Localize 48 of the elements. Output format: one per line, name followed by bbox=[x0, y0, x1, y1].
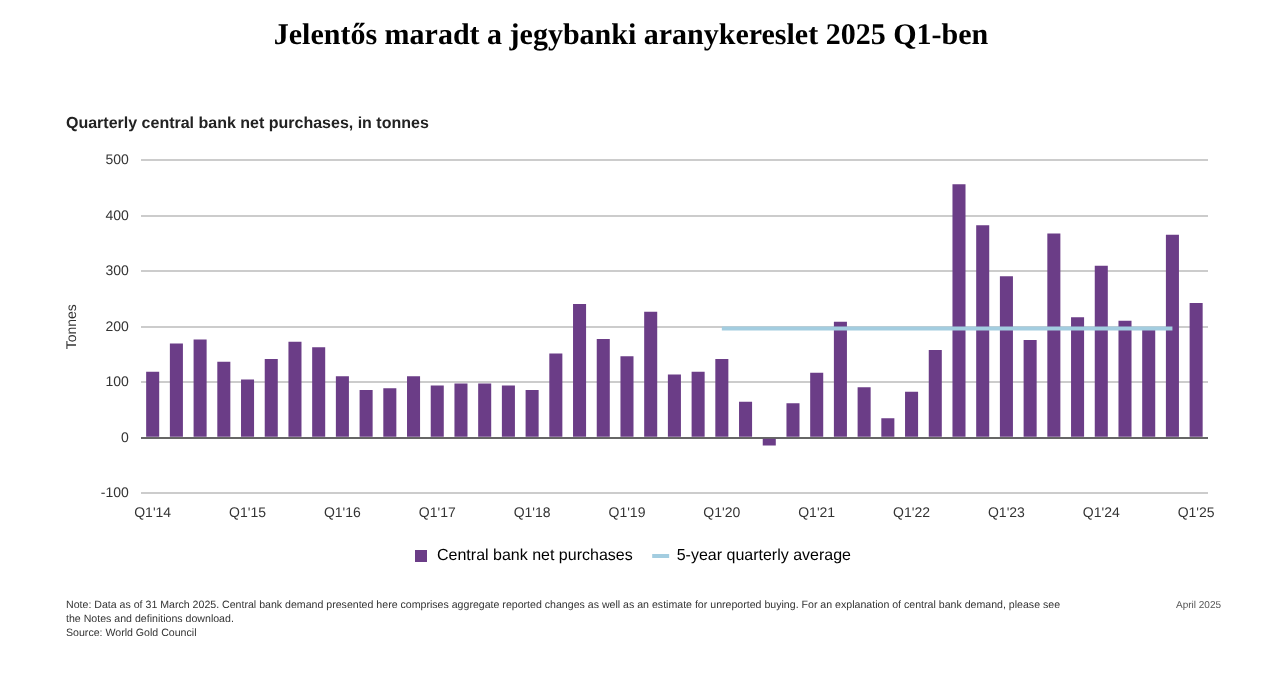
bar bbox=[312, 347, 326, 437]
bar bbox=[193, 339, 207, 437]
bar bbox=[667, 374, 681, 437]
bar bbox=[928, 350, 942, 437]
bar bbox=[407, 376, 421, 437]
bar bbox=[1023, 340, 1037, 437]
bar bbox=[644, 311, 658, 437]
bar bbox=[264, 358, 278, 437]
bar bbox=[739, 401, 753, 437]
bar bbox=[383, 388, 397, 437]
bar bbox=[146, 371, 160, 437]
bar bbox=[1118, 320, 1132, 437]
bar bbox=[1165, 234, 1179, 437]
bar bbox=[691, 371, 705, 437]
bar bbox=[976, 225, 990, 437]
chart-title: Jelentős maradt a jegybanki aranykereslet 2025 Q1-ben bbox=[271, 20, 991, 54]
bar bbox=[999, 276, 1013, 437]
bar bbox=[620, 356, 634, 437]
bar bbox=[1142, 327, 1156, 437]
bar bbox=[430, 385, 444, 437]
bar bbox=[905, 391, 919, 437]
bar bbox=[288, 341, 302, 437]
bar bbox=[241, 379, 255, 437]
bar bbox=[857, 387, 871, 437]
bar bbox=[1189, 302, 1203, 437]
bar bbox=[596, 339, 610, 437]
bar bbox=[881, 418, 895, 437]
bar bbox=[549, 353, 563, 437]
legend-label: Central bank net purchases bbox=[437, 546, 633, 565]
bar bbox=[1047, 233, 1061, 437]
bar bbox=[478, 383, 492, 437]
bar bbox=[786, 403, 800, 437]
legend-label: 5-year quarterly average bbox=[676, 546, 853, 565]
bar bbox=[833, 321, 847, 437]
bar bbox=[169, 343, 183, 437]
bar bbox=[1094, 265, 1108, 437]
bar bbox=[952, 184, 966, 437]
bar bbox=[501, 385, 515, 437]
bar bbox=[810, 372, 824, 437]
bar bbox=[335, 376, 349, 437]
bar bbox=[573, 304, 587, 437]
chart-subtitle: Quarterly central bank net purchases, in tonnes bbox=[66, 114, 429, 132]
bar bbox=[525, 390, 539, 437]
bar bbox=[715, 358, 729, 437]
bar bbox=[1071, 317, 1085, 437]
bar bbox=[454, 383, 468, 437]
bar bbox=[359, 390, 373, 437]
bar bbox=[217, 361, 231, 437]
